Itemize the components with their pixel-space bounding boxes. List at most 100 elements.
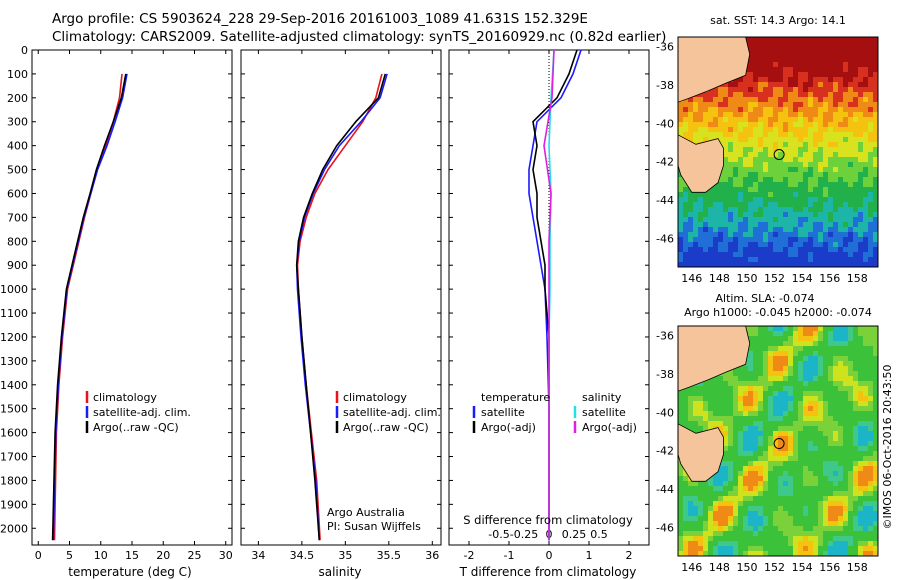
map-cell [868,411,874,417]
map-cell [753,536,759,542]
map-cell [833,62,839,68]
map-lon-tick-label: 158 [847,561,868,574]
map-cell [853,197,859,203]
map-cell [703,107,709,113]
map-cell [793,62,799,68]
map-cell [843,526,849,532]
map-cell [763,232,769,238]
map-cell [703,132,709,138]
map-cell [678,122,684,128]
map-cell [868,182,874,188]
map-cell [823,72,829,78]
map-cell [728,391,734,397]
map-cell [798,87,804,93]
map-cell [758,222,764,228]
map-cell [683,541,689,547]
map-cell [868,401,874,407]
map-cell [688,521,694,527]
map-cell [863,446,869,452]
map-cell [808,157,814,163]
map-cell [783,237,789,243]
map-cell [773,526,779,532]
map-cell [743,122,749,128]
map-cell [873,137,879,143]
map-cell [853,386,859,392]
map-cell [723,531,729,537]
map-cell [853,521,859,527]
map-cell [773,536,779,542]
map-cell [743,486,749,492]
map-cell [838,72,844,78]
map-cell [858,217,864,223]
map-cell [733,92,739,98]
map-cell [818,346,824,352]
map-cell [848,476,854,482]
map-cell [778,202,784,208]
salinity-xlabel: salinity [318,565,361,579]
map-cell [748,416,754,422]
map-cell [773,97,779,103]
map-cell [718,466,724,472]
legend-title-salinity: salinity [582,391,622,404]
salinity-plot-frame [240,49,442,546]
map-cell [783,476,789,482]
map-cell [778,351,784,357]
copyright-footer: ©IMOS 06-Oct-2016 20:43:50 [881,364,894,529]
map-cell [843,67,849,73]
map-cell [843,506,849,512]
map-cell [698,242,704,248]
difference-s-tick-label: -0.5 [488,528,509,541]
profile-line-argo-raw-qc- [295,73,387,541]
map-cell [753,252,759,258]
map-cell [688,481,694,487]
map-cell [828,346,834,352]
map-cell [833,416,839,422]
map-cell [808,446,814,452]
map-cell [793,496,799,502]
map-cell [763,536,769,542]
map-cell [793,222,799,228]
map-cell [838,182,844,188]
map-cell [823,232,829,238]
map-cell [808,471,814,477]
map-cell [678,182,684,188]
map-cell [843,401,849,407]
map-cell [738,212,744,218]
map-cell [818,182,824,188]
map-cell [873,421,879,427]
map-cell [798,247,804,253]
map-cell [773,252,779,258]
map-cell [768,336,774,342]
map-cell [693,486,699,492]
map-cell [748,62,754,68]
map-cell [813,346,819,352]
map-cell [858,227,864,233]
map-cell [823,511,829,517]
map-cell [783,496,789,502]
map-cell [773,356,779,362]
map-cell [768,102,774,108]
map-cell [768,406,774,412]
map-cell [718,252,724,258]
map-cell [858,142,864,148]
map-cell [768,526,774,532]
map-cell [848,137,854,143]
map-cell [793,501,799,507]
map-cell [728,217,734,223]
map-cell [713,92,719,98]
map-cell [873,237,879,243]
map-cell [758,536,764,542]
map-cell [748,481,754,487]
map-cell [868,491,874,497]
map-cell [813,441,819,447]
map-cell [813,331,819,337]
map-cell [818,491,824,497]
map-cell [868,47,874,53]
map-cell [853,182,859,188]
map-cell [843,142,849,148]
map-cell [823,471,829,477]
difference-t-tick-label: 0 [546,549,553,562]
map-cell [753,461,759,467]
difference-t-tick-label: -2 [464,549,475,562]
map-cell [743,162,749,168]
